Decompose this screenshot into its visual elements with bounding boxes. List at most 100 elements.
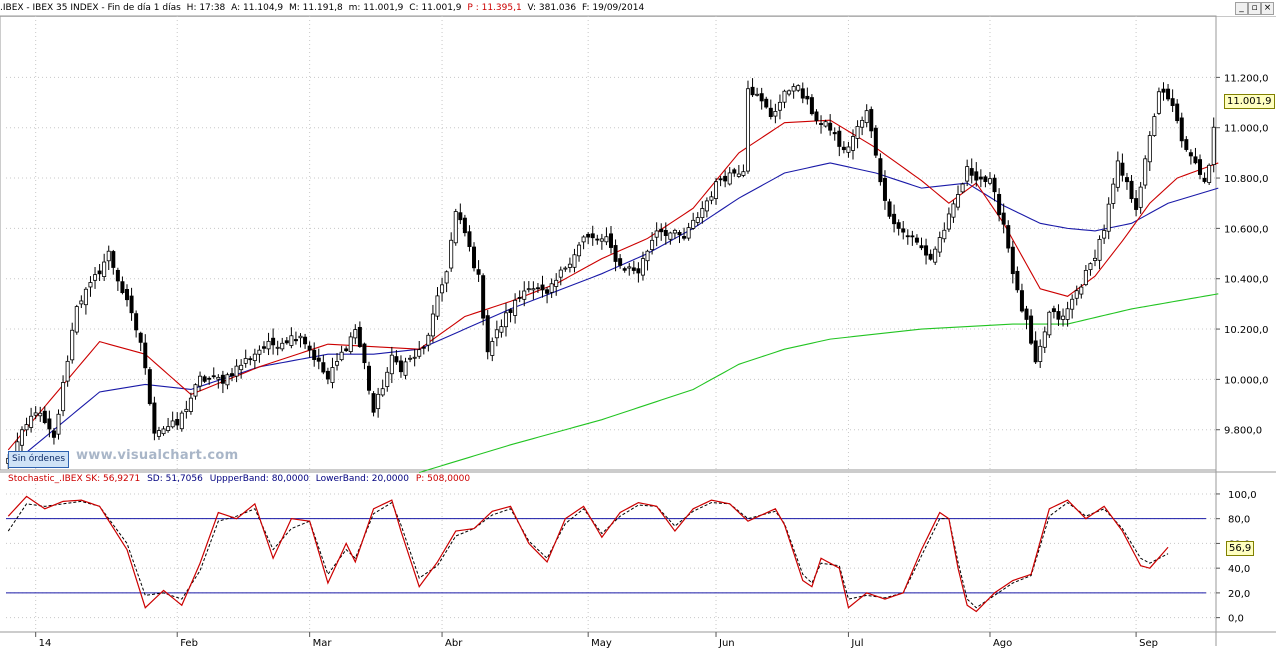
candle-body-up — [787, 90, 792, 95]
candle — [348, 332, 353, 354]
candle — [284, 337, 289, 345]
minimize-button[interactable]: _ — [1235, 2, 1248, 15]
candle-body-down — [371, 393, 376, 413]
stoch-tick-label: 40,0 — [1228, 564, 1250, 575]
candle-body-up — [567, 263, 572, 268]
candle-body-down — [1124, 177, 1129, 183]
candle — [1120, 153, 1125, 182]
candle — [933, 246, 938, 265]
candle-body-down — [421, 346, 426, 349]
candle-body-up — [563, 267, 568, 270]
candle-body-down — [367, 365, 371, 391]
candle — [152, 396, 157, 441]
candle-body-down — [248, 358, 253, 361]
candle-body-up — [335, 361, 340, 366]
candle-body-up — [946, 213, 951, 230]
candle — [896, 219, 901, 236]
candle-body-down — [1033, 340, 1038, 363]
candle-body-up — [860, 120, 865, 128]
candle-body-up — [298, 335, 303, 339]
candle — [307, 341, 312, 358]
candle-body-up — [1156, 91, 1161, 114]
candle-body-down — [220, 374, 225, 384]
candle-body-up — [526, 288, 531, 291]
candle — [93, 267, 98, 289]
candle — [70, 322, 75, 364]
candle-body-up — [408, 357, 413, 360]
candle-body-up — [188, 397, 193, 412]
candle — [499, 319, 504, 338]
price-tick-label: 10.800,0 — [1224, 174, 1269, 185]
candle — [750, 78, 755, 97]
candle — [1111, 177, 1116, 209]
candle-body-up — [1042, 331, 1047, 348]
candle-body-up — [933, 248, 938, 263]
candle — [1124, 172, 1129, 190]
title-high: M: 11.191,8 — [289, 3, 343, 13]
maximize-button[interactable]: ▫ — [1248, 2, 1261, 15]
candle-body-up — [513, 299, 518, 316]
candle — [887, 198, 892, 219]
candle-body-down — [997, 193, 1002, 216]
candle-body-up — [161, 428, 166, 435]
candle-body-up — [275, 346, 280, 349]
close-button[interactable]: × — [1261, 2, 1274, 15]
candle — [878, 153, 883, 186]
candle — [590, 225, 595, 246]
candle — [1161, 82, 1166, 101]
candle-body-down — [609, 233, 613, 248]
candle-body-down — [1056, 311, 1061, 320]
candle — [1115, 151, 1120, 192]
candle — [421, 345, 426, 355]
candle — [1074, 285, 1079, 306]
candle-body-up — [572, 254, 577, 268]
stoch-sk-line — [7, 495, 1169, 613]
candle-body-up — [430, 313, 435, 337]
candle-body-up — [755, 93, 760, 96]
candle — [983, 175, 988, 188]
candle-body-up — [654, 230, 659, 238]
title-volume: V: 381.036 — [527, 3, 577, 13]
candle — [1070, 294, 1075, 319]
candle-body-down — [1184, 139, 1189, 150]
candle — [503, 302, 508, 337]
candle — [398, 355, 403, 378]
candle-body-down — [586, 233, 591, 238]
candle — [796, 84, 801, 93]
candle — [476, 260, 481, 282]
candle-body-down — [508, 309, 513, 313]
candle-body-down — [618, 258, 623, 266]
candle — [79, 295, 84, 309]
candle-body-up — [777, 101, 782, 111]
candle — [298, 333, 303, 348]
orders-status-badge[interactable]: Sin órdenes — [8, 451, 70, 468]
candle — [636, 262, 641, 283]
candle-body-down — [1029, 315, 1034, 344]
candle — [910, 230, 915, 246]
candle-body-up — [782, 90, 787, 103]
candle-body-down — [321, 362, 326, 373]
candle-body-up — [376, 393, 381, 410]
candle — [357, 321, 362, 348]
candle-body-up — [1083, 269, 1088, 286]
candle-body-up — [1074, 290, 1079, 299]
candle-body-down — [344, 348, 349, 352]
candle-body-up — [851, 136, 855, 151]
candle-body-down — [143, 342, 148, 369]
candle-body-down — [147, 369, 152, 405]
candle — [659, 223, 664, 241]
candle — [1015, 266, 1020, 293]
title-open: A: 11.104,9 — [231, 3, 284, 13]
candle-body-up — [330, 367, 335, 383]
candle-body-down — [481, 275, 486, 319]
candle-body-up — [796, 85, 801, 91]
candle-body-up — [252, 353, 257, 362]
candle-body-up — [1211, 126, 1216, 165]
candle — [1156, 87, 1161, 115]
watermark: www.visualchart.com — [76, 448, 239, 463]
price-panel-frame — [0, 15, 1217, 471]
candle-body-up — [385, 371, 390, 387]
candle-body-down — [768, 107, 773, 117]
candle — [321, 354, 326, 375]
